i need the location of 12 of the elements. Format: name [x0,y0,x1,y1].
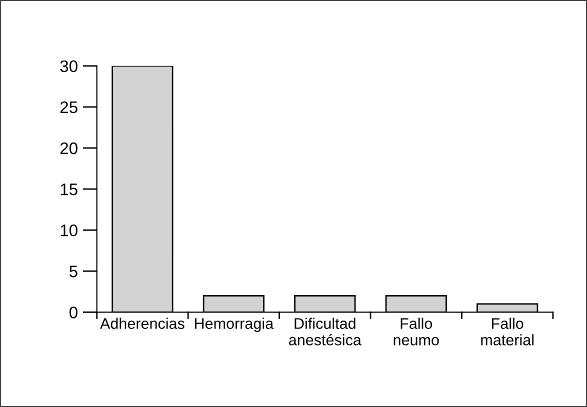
x-tick-label: Adherencias [100,318,184,329]
y-tick-label: 30 [60,60,78,72]
y-tick-label: 15 [60,184,78,196]
y-tick-label: 10 [60,224,78,236]
x-tick-label: Fallo neumo [394,318,439,346]
y-tick-label: 20 [60,142,78,154]
y-tick-label: 25 [60,101,78,114]
y-tick-label: 0 [69,306,78,318]
x-tick-label: Fallo material [481,318,534,346]
y-tick-label: 5 [70,266,78,278]
x-tick-label: Hemorragia [195,318,274,332]
x-tick-label: Dificultad anestésica [289,318,362,346]
